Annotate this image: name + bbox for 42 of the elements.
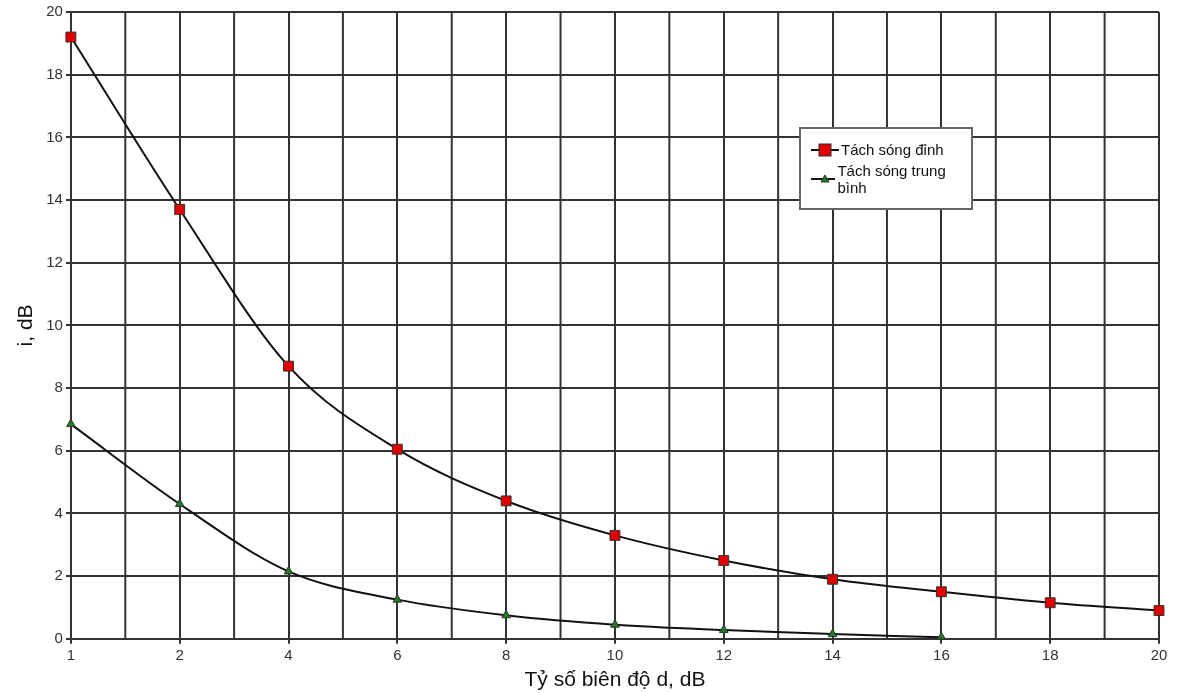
y-tick-label: 16 <box>46 127 63 145</box>
point <box>283 565 294 575</box>
y-tick-label: 12 <box>46 252 63 270</box>
y-tick-label: 4 <box>54 503 63 521</box>
x-tick-label: 1 <box>66 645 76 663</box>
point <box>827 628 838 638</box>
x-tick-label: 2 <box>175 645 184 663</box>
x-axis-title: Tỷ số biên độ d, dB <box>524 667 706 691</box>
point <box>610 619 620 628</box>
x-tick-label: 10 <box>606 645 624 663</box>
y-tick-label: 20 <box>46 2 63 20</box>
x-tick-label: 8 <box>501 645 511 663</box>
point <box>392 594 403 603</box>
point <box>391 443 403 455</box>
legend-label: Tách sóng đỉnh <box>841 141 944 158</box>
y-tick-label: 10 <box>46 315 63 333</box>
point <box>609 529 621 541</box>
point <box>827 573 839 585</box>
y-tick-label: 0 <box>54 628 63 646</box>
x-tick-label: 14 <box>824 645 841 663</box>
y-tick-label: 18 <box>46 64 63 82</box>
x-tick-label: 6 <box>393 645 402 663</box>
y-tick-label: 6 <box>54 440 63 458</box>
point <box>500 495 512 507</box>
y-axis-title: i, dB <box>13 304 37 347</box>
x-tick-label: 18 <box>1041 645 1059 663</box>
y-tick-label: 14 <box>46 190 63 208</box>
legend-label: Tách sóng trung bình <box>837 162 947 196</box>
y-tick-label: 2 <box>54 566 63 584</box>
point <box>718 555 730 566</box>
x-tick-label: 4 <box>284 645 293 663</box>
x-tick-label: 16 <box>933 645 950 663</box>
point <box>174 203 186 215</box>
x-tick-label: 12 <box>715 645 733 663</box>
point <box>1044 597 1056 609</box>
point <box>283 360 294 372</box>
point <box>65 31 77 43</box>
point <box>174 498 185 508</box>
point <box>935 586 947 598</box>
point <box>1153 605 1165 617</box>
x-tick-label: 20 <box>1150 645 1168 663</box>
y-tick-label: 8 <box>54 378 63 396</box>
